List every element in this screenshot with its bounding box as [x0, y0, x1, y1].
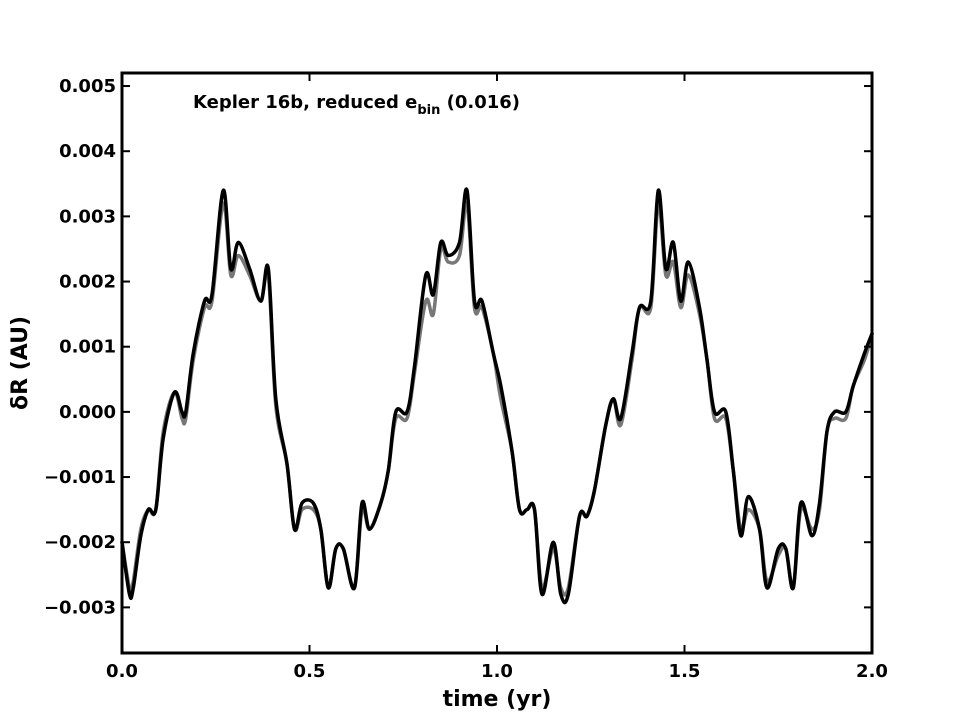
- y-tick-label: −0.002: [44, 532, 116, 553]
- x-axis-label: time (yr): [443, 687, 552, 712]
- x-tick-label: 1.0: [481, 661, 513, 682]
- annotation-main: Kepler 16b, reduced e: [193, 92, 417, 113]
- y-tick-label: −0.001: [44, 467, 116, 488]
- y-tick-label: 0.005: [59, 76, 116, 97]
- x-tick-label: 0.5: [294, 661, 326, 682]
- x-tick-label: 2.0: [856, 661, 888, 682]
- annotation-value: (0.016): [440, 92, 520, 113]
- ticks-layer: −0.003 −0.002 −0.001 0.000 0.001 0.002 0.003 0.…: [44, 73, 888, 682]
- x-tick-label: 1.5: [669, 661, 701, 682]
- plot-frame: [120, 71, 874, 655]
- y-tick-label: 0.002: [59, 272, 116, 293]
- series-layer: [120, 187, 874, 605]
- y-tick-label: 0.000: [59, 402, 116, 423]
- x-tick-label: 0.0: [106, 661, 138, 682]
- y-axis-label: δR (AU): [8, 316, 33, 410]
- chart-annotation: Kepler 16b, reduced ebin (0.016): [193, 92, 520, 118]
- series-line-black: [120, 187, 874, 605]
- y-tick-label: 0.004: [59, 141, 116, 162]
- y-tick-label: 0.001: [59, 337, 116, 358]
- annotation-subscript: bin: [417, 103, 440, 118]
- y-tick-label: −0.003: [44, 597, 116, 618]
- y-tick-label: 0.003: [59, 206, 116, 227]
